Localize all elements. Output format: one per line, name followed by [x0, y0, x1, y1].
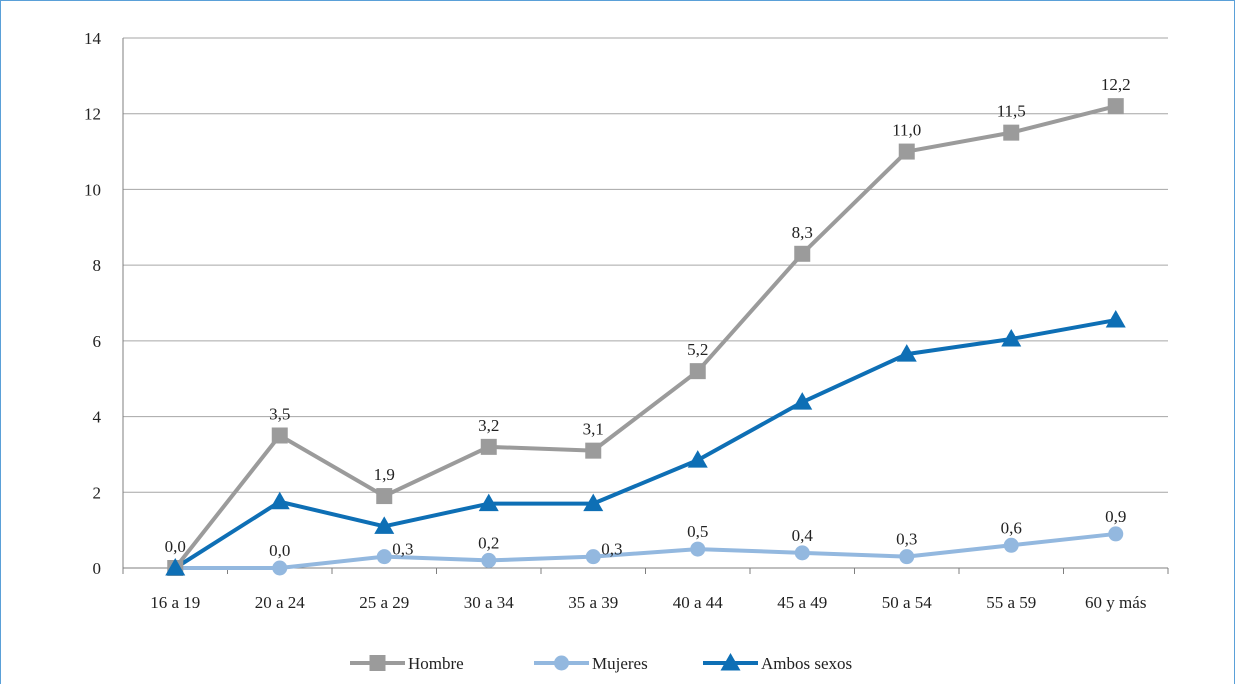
- data-point-ambos-sexos: [792, 392, 813, 410]
- data-point-ambos-sexos: [478, 493, 499, 512]
- x-tick-label: 45 a 49: [777, 593, 827, 612]
- data-label-mujeres: 0,9: [1105, 507, 1126, 526]
- y-tick-label: 0: [93, 559, 102, 578]
- x-tick-label: 35 a 39: [568, 593, 618, 612]
- data-label-mujeres: 0,3: [601, 540, 622, 559]
- data-point-hombre: [794, 245, 811, 262]
- data-label-hombre: 8,3: [792, 223, 813, 242]
- data-point-hombre: [689, 363, 706, 380]
- data-point-mujeres: [1108, 526, 1124, 542]
- data-label-mujeres: 0,3: [392, 540, 413, 559]
- data-point-ambos-sexos: [687, 450, 708, 468]
- data-point-ambos-sexos: [269, 491, 290, 510]
- x-tick-label: 60 y más: [1085, 593, 1146, 612]
- data-point-mujeres: [794, 545, 810, 561]
- data-point-hombre: [898, 143, 915, 160]
- data-label-hombre: 3,2: [478, 416, 499, 435]
- data-label-hombre: 3,1: [583, 420, 604, 439]
- x-tick-label: 16 a 19: [150, 593, 200, 612]
- y-tick-label: 14: [84, 29, 102, 48]
- data-label-mujeres: 0,5: [687, 522, 708, 541]
- x-tick-label: 25 a 29: [359, 593, 409, 612]
- data-point-mujeres: [272, 560, 288, 576]
- x-tick-label: 50 a 54: [882, 593, 933, 612]
- data-point-ambos-sexos: [583, 493, 604, 512]
- y-tick-label: 2: [93, 483, 102, 502]
- data-point-hombre: [480, 438, 497, 455]
- y-tick-label: 10: [84, 180, 101, 199]
- data-label-hombre: 5,2: [687, 340, 708, 359]
- data-point-mujeres: [585, 549, 601, 565]
- data-point-mujeres: [690, 541, 706, 557]
- data-label-hombre: 3,5: [269, 405, 290, 424]
- data-label-hombre: 11,0: [892, 121, 921, 140]
- y-tick-label: 12: [84, 105, 101, 124]
- legend-label-hombre: Hombre: [408, 654, 464, 673]
- series-line-hombre: [173, 104, 1117, 570]
- legend-label-ambos-sexos: Ambos sexos: [761, 654, 852, 673]
- data-point-ambos-sexos: [1001, 328, 1022, 347]
- data-point-hombre: [271, 427, 288, 444]
- data-point-mujeres: [481, 552, 497, 568]
- data-point-ambos-sexos: [1105, 310, 1126, 328]
- y-tick-label: 8: [93, 256, 102, 275]
- data-label-hombre: 12,2: [1101, 75, 1131, 94]
- data-point-hombre: [1107, 98, 1124, 115]
- data-label-hombre: 1,9: [374, 465, 395, 484]
- series-line-mujeres: [175, 531, 1116, 570]
- y-tick-label: 6: [93, 332, 102, 351]
- data-point-ambos-sexos: [165, 558, 186, 576]
- legend-marker-ambos-sexos: [720, 653, 741, 671]
- data-point-ambos-sexos: [896, 344, 917, 362]
- data-label-mujeres: 0,6: [1001, 518, 1022, 537]
- data-point-mujeres: [1003, 537, 1019, 553]
- x-tick-label: 40 a 44: [673, 593, 724, 612]
- legend-label-mujeres: Mujeres: [592, 654, 648, 673]
- data-point-mujeres: [899, 549, 915, 565]
- data-label-hombre: 11,5: [997, 102, 1026, 121]
- data-label-mujeres: 0,3: [896, 530, 917, 549]
- y-tick-label: 4: [93, 408, 102, 427]
- data-label-mujeres: 0,4: [792, 526, 814, 545]
- data-point-ambos-sexos: [374, 516, 395, 534]
- data-point-hombre: [585, 442, 602, 459]
- data-label-hombre: 0,0: [165, 537, 186, 556]
- x-tick-label: 20 a 24: [255, 593, 306, 612]
- data-point-hombre: [1003, 124, 1020, 141]
- x-tick-label: 30 a 34: [464, 593, 515, 612]
- series-line-ambos-sexos: [174, 318, 1117, 570]
- data-label-mujeres: 0,0: [269, 541, 290, 560]
- x-tick-label: 55 a 59: [986, 593, 1036, 612]
- data-point-hombre: [376, 488, 393, 505]
- legend-marker-mujeres: [554, 655, 569, 671]
- data-label-mujeres: 0,2: [478, 533, 499, 552]
- data-point-mujeres: [376, 549, 392, 565]
- legend-marker-hombre: [369, 655, 386, 671]
